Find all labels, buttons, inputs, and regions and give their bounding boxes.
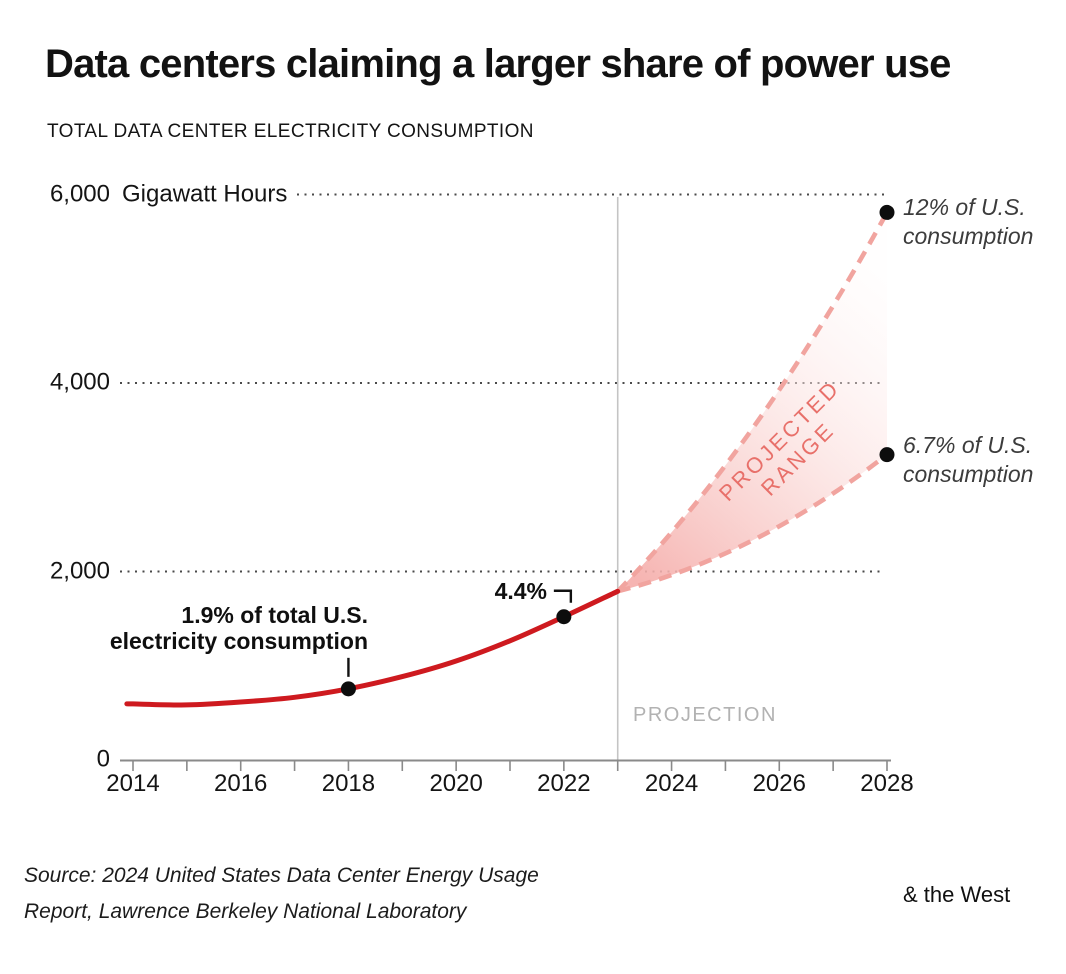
y-axis-tick-label: 0 bbox=[96, 745, 110, 773]
annotation-2022-connector bbox=[553, 589, 573, 603]
y-axis-tick-label: 6,000 bbox=[49, 180, 110, 208]
projection-low-label: 6.7% of U.S. consumption bbox=[903, 431, 1033, 489]
annotation-2018-share: 1.9% of total U.S. electricity consumpti… bbox=[110, 602, 368, 654]
x-axis-year-label: 2018 bbox=[321, 770, 376, 797]
x-axis-year-label: 2020 bbox=[429, 770, 483, 797]
source-line1: Source: 2024 United States Data Center E… bbox=[24, 864, 539, 887]
brand-logo: & the West bbox=[903, 882, 1011, 907]
x-axis-year-label: 2024 bbox=[644, 770, 699, 797]
annotation-2022-share: 4.4% bbox=[495, 578, 547, 604]
projection-high-line1: 12% of U.S. bbox=[903, 194, 1026, 220]
projection-high-line2: consumption bbox=[903, 223, 1034, 249]
x-axis-year-label: 2026 bbox=[752, 770, 806, 797]
x-axis-year-label: 2016 bbox=[214, 770, 268, 797]
x-axis-year-label: 2028 bbox=[860, 770, 914, 797]
projection-divider-label: PROJECTION bbox=[633, 704, 777, 726]
data-point-dots bbox=[340, 204, 895, 697]
x-axis bbox=[120, 759, 891, 771]
annotation-2018-line1: 1.9% of total U.S. bbox=[181, 602, 368, 628]
x-axis-ticks bbox=[132, 761, 888, 771]
projection-high-dashed-line bbox=[616, 211, 890, 593]
projection-low-line1: 6.7% of U.S. bbox=[903, 432, 1033, 458]
annotation-2018-line2: electricity consumption bbox=[109, 628, 368, 654]
projection-low-dashed-line bbox=[617, 452, 889, 594]
horizontal-gridlines bbox=[120, 193, 884, 573]
source-line2: Report, Lawrence Berkeley National Labor… bbox=[24, 900, 467, 923]
x-axis-year-label: 2014 bbox=[106, 770, 160, 797]
page-title: Data centers claiming a larger share of … bbox=[45, 42, 951, 86]
y-axis-unit-label: Gigawatt Hours bbox=[122, 180, 288, 208]
x-axis-year-label: 2022 bbox=[537, 770, 591, 797]
y-axis-tick-label: 4,000 bbox=[49, 368, 110, 396]
y-axis-tick-label: 2,000 bbox=[49, 557, 110, 585]
projected-range-fill bbox=[617, 212, 887, 592]
projection-low-line2: consumption bbox=[903, 461, 1034, 487]
chart-subtitle: TOTAL DATA CENTER ELECTRICITY CONSUMPTIO… bbox=[47, 121, 534, 142]
annotation-2022-label: 4.4% bbox=[494, 578, 547, 604]
source-note: Source: 2024 United States Data Center E… bbox=[24, 858, 539, 930]
projection-high-label: 12% of U.S. consumption bbox=[903, 193, 1033, 251]
